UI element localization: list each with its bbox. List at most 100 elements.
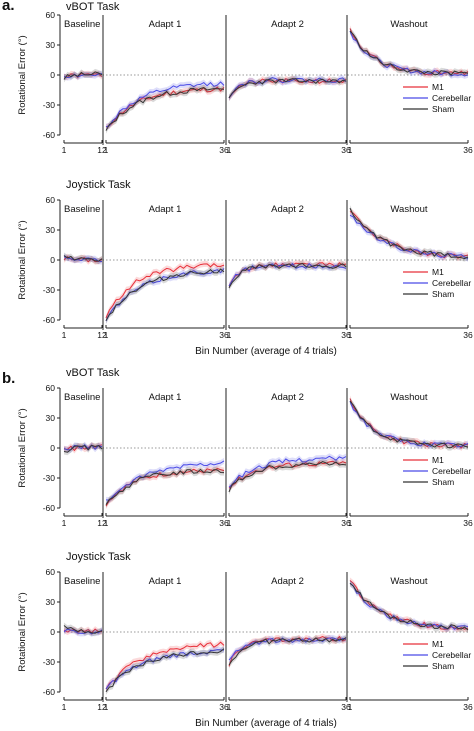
y-tick-label: 60 [46,383,56,393]
x-tick-label: 36 [219,702,229,712]
x-tick-label: 1 [227,145,232,155]
x-tick-label: 36 [341,145,351,155]
x-tick-label: 1 [348,330,353,340]
phase-label: Washout [390,19,427,30]
series-band-sham [64,442,102,456]
x-tick-label: 1 [62,145,67,155]
x-tick-label: 36 [463,518,473,528]
y-tick-label: -30 [43,285,56,295]
legend-label: M1 [432,455,444,465]
panel-label: a. [2,0,15,14]
legend-label: Sham [432,104,454,114]
series-line-cerebellar [63,73,103,79]
y-tick-label: -60 [43,130,56,140]
series-band-sham [64,68,102,83]
series-line-sham [63,444,103,453]
y-tick-label: 60 [46,10,56,20]
series-line-sham [228,637,347,666]
series-band-sham [350,28,468,78]
y-axis-label: Rotational Error (°) [17,220,28,299]
y-tick-label: -30 [43,473,56,483]
x-tick-label: 36 [463,330,473,340]
panel-3: 60 30 0 -30 -60 Rotational Error (°) Baseline 1… [17,383,473,528]
x-tick-label: 36 [219,330,229,340]
chart-title: Joystick Task [66,179,131,191]
phase-label: Baseline [64,204,100,215]
panel-1: 60 30 0 -30 -60 Rotational Error (°) Baseline 1… [17,10,473,155]
phase-label: Adapt 1 [149,19,182,30]
phase-label: Adapt 1 [149,204,182,215]
series-line-sham [105,87,225,131]
x-tick-label: 1 [227,330,232,340]
series-band-m1 [229,458,346,492]
x-tick-label: 12 [97,330,107,340]
series-band-cerebellar [350,28,468,79]
series-line-cerebellar [105,460,225,501]
series-band-m1 [229,633,346,670]
series-band-sham [106,84,224,134]
series-line-sham [349,207,469,260]
legend-label: Cerebellar [432,466,471,476]
phase-label: Baseline [64,392,100,403]
x-tick-label: 1 [104,518,109,528]
legend-label: M1 [432,267,444,277]
x-tick-label: 1 [104,145,109,155]
phase-label: Adapt 2 [271,576,304,587]
series-line-cerebellar [228,455,347,488]
phase-label: Adapt 2 [271,19,304,30]
legend-label: Sham [432,661,454,671]
series-band-sham [229,634,346,668]
y-tick-label: 0 [50,627,55,637]
x-tick-label: 1 [348,702,353,712]
series-line-m1 [63,444,103,452]
series-band-m1 [350,395,468,451]
y-tick-label: 0 [50,443,55,453]
series-line-sham [63,625,103,634]
series-line-m1 [105,641,225,690]
x-tick-label: 36 [341,702,351,712]
x-axis-label: Bin Number (average of 4 trials) [195,346,337,357]
chart-title: vBOT Task [66,367,120,379]
y-tick-label: 0 [50,70,55,80]
phase-label: Washout [390,392,427,403]
series-band-sham [106,645,224,695]
series-line-cerebellar [63,256,103,263]
x-tick-label: 1 [104,330,109,340]
series-line-sham [63,71,103,80]
series-line-sham [349,582,469,631]
phase-label: Washout [390,576,427,587]
phase-label: Adapt 2 [271,392,304,403]
chart-title: vBOT Task [66,1,120,13]
x-tick-label: 12 [97,702,107,712]
y-axis-label: Rotational Error (°) [17,592,28,671]
series-line-cerebellar [228,77,347,99]
panel-4: 60 30 0 -30 -60 Rotational Error (°) Baseline 1… [17,567,473,729]
legend-label: M1 [432,82,444,92]
y-tick-label: -60 [43,503,56,513]
x-tick-label: 36 [341,330,351,340]
x-tick-label: 1 [62,518,67,528]
x-tick-label: 36 [219,145,229,155]
legend-label: Cerebellar [432,93,471,103]
x-tick-label: 1 [227,518,232,528]
panel-2: 60 30 0 -30 -60 Rotational Error (°) Baseline 1… [17,195,473,357]
phase-label: Adapt 1 [149,576,182,587]
x-tick-label: 36 [341,518,351,528]
chart-title: Joystick Task [66,551,131,563]
series-band-sham [229,260,346,291]
series-band-m1 [106,260,224,321]
series-line-sham [105,648,225,693]
series-band-sham [229,458,346,495]
y-tick-label: 30 [46,597,56,607]
series-band-sham [350,398,468,451]
legend-label: Cerebellar [432,278,471,288]
series-band-sham [229,75,346,101]
legend-label: M1 [432,639,444,649]
y-tick-label: -30 [43,100,56,110]
legend-label: Sham [432,289,454,299]
y-tick-label: 60 [46,195,56,205]
series-band-cerebellar [229,74,346,101]
x-tick-label: 36 [463,145,473,155]
series-line-cerebellar [105,81,225,128]
